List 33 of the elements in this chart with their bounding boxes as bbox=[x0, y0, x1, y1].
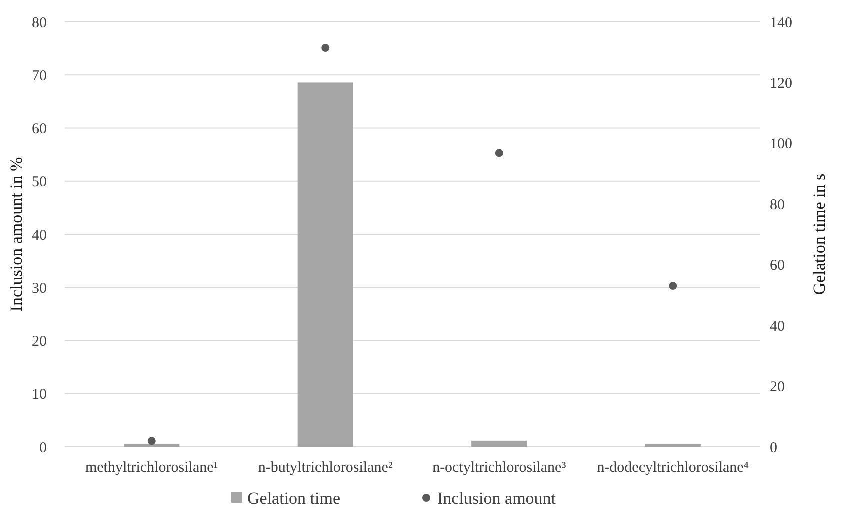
y-tick-label: 50 bbox=[32, 174, 47, 191]
y2-tick-label: 0 bbox=[770, 440, 778, 456]
y-tick-label: 70 bbox=[32, 68, 47, 84]
y2-tick-label: 140 bbox=[770, 15, 792, 32]
y2-tick-label: 20 bbox=[770, 380, 785, 396]
y-tick-label: 20 bbox=[32, 334, 47, 350]
y-axis-title: Inclusion amount in % bbox=[7, 157, 26, 312]
y2-tick-label: 100 bbox=[770, 136, 792, 153]
y-tick-label: 10 bbox=[32, 387, 47, 404]
legend-label: Gelation time bbox=[248, 488, 341, 508]
bar bbox=[645, 444, 701, 447]
bar bbox=[472, 440, 528, 447]
bar bbox=[124, 444, 180, 447]
x-tick-label: n-butyltrichlorosilane² bbox=[258, 460, 394, 476]
y2-tick-label: 120 bbox=[770, 76, 792, 92]
point bbox=[148, 437, 156, 446]
y-tick-label: 30 bbox=[32, 280, 47, 297]
y2-tick-label: 40 bbox=[770, 318, 785, 335]
y-tick-label: 80 bbox=[32, 15, 47, 32]
y-tick-label: 60 bbox=[32, 122, 47, 138]
x-tick-label: n-dodecyltrichlorosilane⁴ bbox=[597, 460, 750, 476]
bar bbox=[298, 82, 354, 447]
x-tick-label: n-octyltrichlorosilane³ bbox=[432, 460, 567, 476]
y2-axis-title: Gelation time in s bbox=[810, 174, 829, 296]
point bbox=[495, 149, 504, 158]
y-tick-label: 40 bbox=[32, 228, 47, 244]
point bbox=[322, 44, 330, 52]
y2-tick-label: 60 bbox=[770, 258, 785, 274]
point bbox=[669, 282, 678, 290]
y-tick-label: 0 bbox=[40, 440, 47, 456]
y2-tick-label: 80 bbox=[770, 197, 785, 214]
legend-label: Inclusion amount bbox=[438, 488, 556, 508]
x-tick-label: methyltrichlorosilane¹ bbox=[85, 460, 218, 476]
